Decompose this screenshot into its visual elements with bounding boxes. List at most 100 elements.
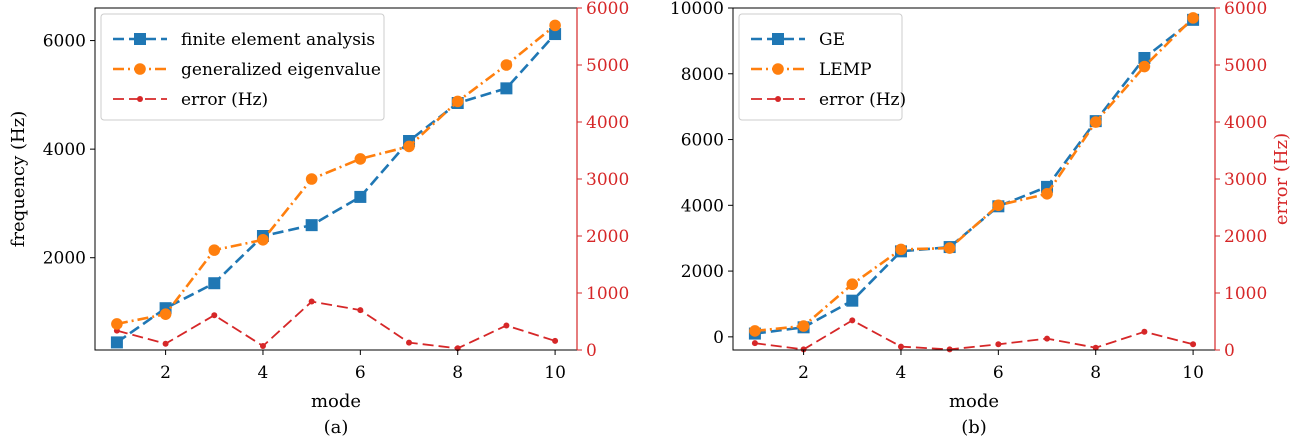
x-tick-label: 8 [1090,363,1101,383]
legend-marker [775,96,781,102]
legend-label: error (Hz) [181,90,268,110]
data-point [995,341,1002,348]
y-tick-label: 2000 [681,262,724,282]
series-error-hz- [751,317,1197,353]
series-lemp [749,12,1199,337]
data-point [1138,51,1151,64]
data-point [1138,60,1151,73]
y2-tick-label: 6000 [1224,0,1267,19]
data-point [111,318,123,330]
y2-tick-label: 0 [1224,341,1235,361]
y2-tick-label: 2000 [1224,227,1267,247]
y2-tick-label: 4000 [1224,113,1267,133]
data-point [257,234,269,246]
data-point [208,244,221,256]
data-point [1044,335,1051,342]
legend-marker [134,63,146,75]
data-point [1092,344,1099,351]
series-line [116,24,556,326]
y2-tick-label: 0 [586,341,597,361]
data-point [552,337,559,344]
legend-marker [772,63,784,75]
data-point [354,190,367,203]
y2-tick-label: 1000 [586,284,629,304]
legend: GE LEMP error (Hz) [738,13,906,121]
data-point [943,242,956,254]
y-tick-label: 2000 [43,249,86,269]
data-point [211,312,218,319]
series-line [116,300,556,350]
x-tick-label: 2 [160,363,171,383]
legend-label: GE [819,30,845,50]
data-point [159,308,172,320]
y-axis-label: frequency (Hz) [8,111,29,247]
data-point [406,339,413,346]
data-point [895,243,907,256]
data-point [797,320,810,332]
y-tick-label: 6000 [43,32,86,52]
chart-a: 2 4 6 8 10 2000 4000 6000 0 1000 2000 3000 4000 5000 6… [8,0,629,438]
y-tick-label: 10000 [670,0,724,19]
data-point [451,95,464,108]
data-point [549,28,562,41]
data-point [846,278,859,291]
x-tick-label: 4 [896,363,907,383]
subfigure-caption: (a) [324,417,349,438]
data-point [208,277,221,290]
y-tick-label: 8000 [681,65,724,85]
legend-marker [134,33,146,45]
data-point [800,346,807,353]
data-point [162,340,169,347]
data-point [1190,341,1197,348]
series-error-hz- [113,298,559,352]
data-point [1089,116,1102,128]
legend-label: finite element analysis [181,30,375,50]
data-point [110,336,123,349]
y2-tick-label: 3000 [586,170,629,190]
y2-tick-label: 5000 [1224,56,1267,76]
y-tick-label: 4000 [681,196,724,216]
data-point [846,294,859,307]
y2-tick-label: 1000 [1224,284,1267,304]
data-point [500,82,513,95]
y-tick-label: 0 [713,328,724,348]
x-axis-label: mode [311,391,361,412]
chart-b: 2 4 6 8 10 0 2000 4000 6000 8000 10000 0 1000 2000 300… [670,0,1292,438]
data-point [897,343,904,350]
data-point [1041,187,1053,200]
x-tick-label: 8 [452,363,463,383]
series-line [754,319,1194,351]
y-tick-label: 6000 [681,131,724,151]
data-point [403,140,415,153]
y2-tick-label: 5000 [586,56,629,76]
y-tick-label: 4000 [43,140,86,160]
x-tick-label: 6 [993,363,1004,383]
y2-axis-label: error (Hz) [1271,133,1292,225]
data-point [749,325,761,337]
data-point [305,173,318,185]
data-point [1141,328,1148,335]
data-point [751,340,758,347]
x-tick-label: 6 [355,363,366,383]
legend-marker [772,33,784,45]
y2-tick-label: 2000 [586,227,629,247]
data-point [1187,12,1199,24]
data-point [503,322,510,329]
legend-box [100,13,385,121]
data-point [357,307,364,314]
x-tick-label: 10 [544,363,566,383]
x-tick-label: 10 [1182,363,1204,383]
data-point [992,199,1005,212]
legend: finite element analysis generalized eigen… [100,13,385,121]
data-point [500,59,513,71]
x-tick-label: 2 [798,363,809,383]
data-point [308,298,315,305]
y2-tick-label: 4000 [586,113,629,133]
x-axis-label: mode [949,391,999,412]
data-point [849,317,856,324]
data-point [259,343,266,350]
data-point [946,346,953,353]
series-generalized-eigenvalue [111,19,561,330]
subfigure-caption: (b) [961,417,987,438]
